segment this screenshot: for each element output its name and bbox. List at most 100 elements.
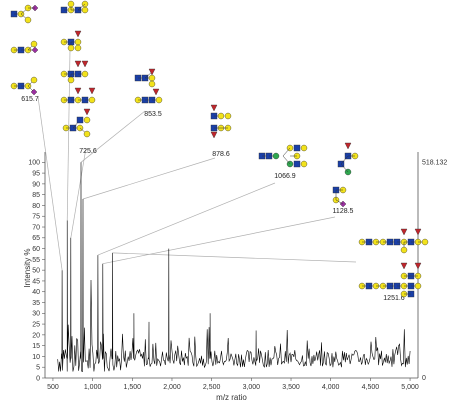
glycan-structure <box>10 76 38 96</box>
fucose-icon <box>414 228 422 236</box>
galactose-icon <box>74 44 82 52</box>
y-tick-label: 20 <box>32 332 40 339</box>
galactose-icon <box>24 16 32 24</box>
x-tick-label: 1,000 <box>84 384 102 391</box>
glycan-structure <box>60 60 89 84</box>
peak-label: 615.7 <box>21 96 39 103</box>
galactose-icon <box>67 0 75 8</box>
galactose-icon <box>217 112 225 120</box>
galactose-icon <box>88 96 96 104</box>
galactose-icon <box>300 144 308 152</box>
glcnac-icon <box>293 160 301 168</box>
leader-line <box>37 96 63 271</box>
glycan-structure <box>332 186 347 208</box>
galactose-icon <box>30 76 38 84</box>
right-axis-max-label: 518.132 <box>422 159 447 166</box>
galactose-icon <box>67 76 75 84</box>
fucose-icon <box>400 262 408 270</box>
glycan-structure <box>60 30 82 52</box>
y-tick-label: 30 <box>32 311 40 318</box>
galactose-icon <box>30 40 38 48</box>
peak-label: 1066.9 <box>274 173 296 180</box>
glycan-structure <box>62 108 91 138</box>
spectrum-trace <box>57 162 411 372</box>
x-tick-label: 4,500 <box>362 384 380 391</box>
peak-label: 878.6 <box>212 151 230 158</box>
y-tick-label: 90 <box>32 181 40 188</box>
galactose-icon <box>224 112 232 120</box>
y-tick-label: 15 <box>32 343 40 350</box>
peak-label: 853.5 <box>144 111 162 118</box>
x-tick-label: 3,500 <box>282 384 300 391</box>
glycan-structure <box>358 262 422 298</box>
fucose-icon <box>74 60 82 68</box>
fucose-icon <box>83 108 91 116</box>
galactose-icon <box>148 74 156 82</box>
y-tick-label: 80 <box>32 203 40 210</box>
glycan-structure <box>134 68 163 104</box>
y-tick-label: 0 <box>36 375 40 382</box>
leader-line <box>112 252 357 263</box>
fucose-icon <box>74 87 82 95</box>
glycan-structure <box>337 142 359 176</box>
x-axis-title: m/z ratio <box>216 393 247 402</box>
mannose-icon <box>272 152 280 160</box>
leader-lines <box>37 49 357 271</box>
y-tick-label: 25 <box>32 321 40 328</box>
y-tick-label: 35 <box>32 300 40 307</box>
fucose-icon <box>414 262 422 270</box>
y-tick-label: 50 <box>32 268 40 275</box>
y-tick-label: 5 <box>36 365 40 372</box>
glycan-structure <box>258 144 308 168</box>
bond-line <box>282 147 291 157</box>
bond-line <box>340 163 349 173</box>
galactose-icon <box>74 38 82 46</box>
bond-line <box>282 155 291 165</box>
galactose-icon <box>421 238 429 246</box>
galactose-icon <box>83 116 91 124</box>
peak-label: 1128.5 <box>333 208 354 215</box>
galactose-icon <box>414 282 422 290</box>
y-tick-label: 60 <box>32 246 40 253</box>
fucose-icon <box>210 104 218 112</box>
glcnac-icon <box>293 144 301 152</box>
y-tick-label: 70 <box>32 224 40 231</box>
fucose-icon <box>210 131 218 139</box>
y-tick-label: 85 <box>32 192 40 199</box>
galactose-icon <box>300 160 308 168</box>
glycan-structure <box>60 87 96 104</box>
axes: 0 5 10 15 20 25 30 35 40 45 50 55 60 65 70 75 80 85 90 95 10… <box>23 152 447 402</box>
fucose-icon <box>148 68 156 76</box>
fucose-icon <box>400 228 408 236</box>
bond-line <box>340 155 349 165</box>
fucose-icon <box>74 30 82 38</box>
x-tick-label: 500 <box>47 384 59 391</box>
glycan-structure <box>10 40 39 54</box>
bond-line <box>335 199 344 205</box>
galactose-icon <box>81 6 89 14</box>
x-tick-label: 4,000 <box>322 384 340 391</box>
fucose-icon <box>152 88 160 96</box>
glycan-structure <box>10 4 39 24</box>
spectrum-line <box>57 162 411 372</box>
peak-label: 725.6 <box>79 148 97 155</box>
x-tick-label: 2,500 <box>203 384 221 391</box>
leader-line <box>97 182 276 256</box>
leader-line <box>82 157 216 200</box>
right-axis-min-label: 0 <box>422 375 426 382</box>
y-tick-label: 55 <box>32 257 40 264</box>
x-tick-label: 3,000 <box>243 384 261 391</box>
fucose-icon <box>81 60 89 68</box>
glycan-structure <box>210 104 232 139</box>
y-tick-label: 75 <box>32 214 40 221</box>
peak-labels: 615.7 725.6 853.5 878.6 1066.9 1128.5 1251.6 <box>21 96 405 302</box>
glycan-structure <box>60 0 89 14</box>
sialic-acid-icon <box>30 88 38 96</box>
galactose-icon <box>81 70 89 78</box>
y-tick-label: 40 <box>32 289 40 296</box>
x-tick-label: 1,500 <box>124 384 142 391</box>
bond-line <box>77 3 86 11</box>
galactose-icon <box>83 130 91 138</box>
y-axis-title: Intensity % <box>23 248 32 287</box>
